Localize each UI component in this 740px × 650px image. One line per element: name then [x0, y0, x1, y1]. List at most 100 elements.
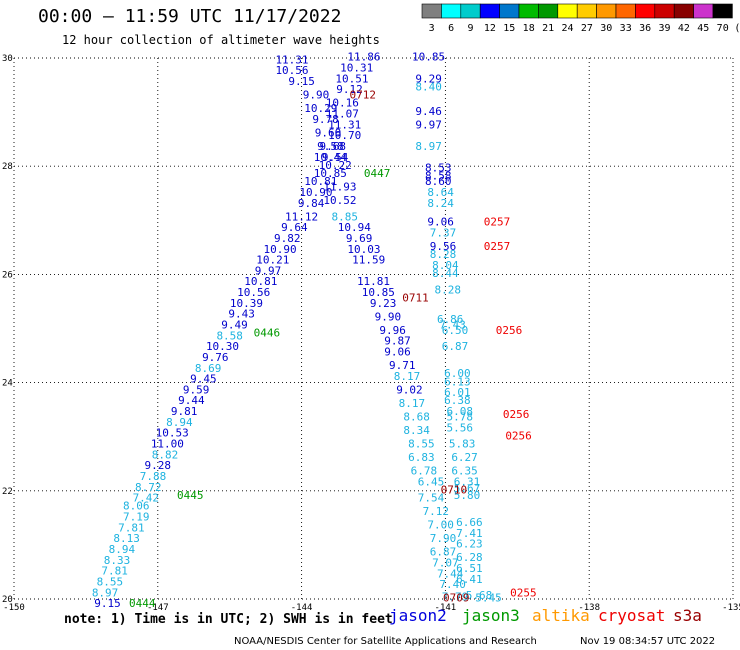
wave-height-label: 7.44 — [437, 567, 464, 580]
pass-time-label: 0712 — [350, 89, 377, 102]
wave-height-label: 8.97 — [92, 586, 119, 599]
x-tick-label: -135 — [722, 603, 740, 613]
legend-tick-label: 27 — [581, 23, 593, 34]
wave-height-label: 9.87 — [384, 335, 411, 348]
wave-height-label: 6.45 — [418, 475, 445, 488]
wave-height-label: 5.68 — [466, 589, 493, 602]
pass-time-label: 0257 — [484, 216, 511, 229]
wave-height-label: 6.00 — [444, 367, 471, 380]
wave-height-label: 9.45 — [190, 373, 217, 386]
wave-height-label: 6.13 — [444, 375, 471, 388]
wave-height-label: 9.84 — [298, 197, 325, 210]
wave-height-label: 5.83 — [449, 438, 476, 451]
legend-unit-label: (ft) — [734, 23, 740, 34]
wave-height-label: 10.70 — [328, 129, 361, 142]
wave-height-label: 7.54 — [418, 492, 445, 505]
wave-height-label: 7.88 — [140, 470, 167, 483]
satellite-name-jason2: jason2 — [389, 606, 447, 625]
wave-height-label: 10.81 — [244, 275, 277, 288]
legend-tick-label: 24 — [561, 23, 573, 34]
wave-height-label: 6.35 — [451, 465, 478, 478]
wave-height-label: 9.15 — [288, 75, 315, 88]
page-subtitle: 12 hour collection of altimeter wave hei… — [62, 33, 380, 47]
wave-height-label: 8.28 — [435, 283, 462, 296]
satellite-name-jason3: jason3 — [462, 606, 520, 625]
wave-height-label: 11.86 — [347, 51, 380, 64]
satellite-name-altika: altika — [532, 606, 590, 625]
legend-tick-label: 30 — [600, 23, 612, 34]
wave-height-label: 9.28 — [145, 459, 172, 472]
wave-height-label: 9.23 — [370, 297, 397, 310]
wave-height-label: 10.94 — [338, 221, 371, 234]
pass-time-label: 0257 — [484, 240, 511, 253]
wave-height-label: 6.31 — [454, 475, 481, 488]
wave-height-label: 6.83 — [408, 451, 435, 464]
wave-height-label: 10.29 — [304, 102, 337, 115]
wave-height-label: 9.44 — [178, 394, 205, 407]
wave-height-label: 8.55 — [408, 438, 435, 451]
wave-height-label: 9.60 — [315, 126, 342, 139]
pass-time-label: 0710 — [441, 484, 468, 497]
wave-height-label: 10.30 — [206, 340, 239, 353]
wave-height-label: 9.54 — [322, 151, 349, 164]
wave-height-label: 8.17 — [394, 370, 421, 383]
wave-height-label: 11.93 — [323, 181, 356, 194]
wave-height-label: 9.58 — [317, 140, 344, 153]
wave-height-label: 9.59 — [183, 383, 210, 396]
wave-height-label: 7.90 — [430, 532, 457, 545]
wave-height-label: 9.90 — [375, 310, 402, 323]
wave-height-label: 7.79 — [442, 591, 469, 604]
wave-height-label: 11.00 — [151, 438, 184, 451]
wave-height-label: 9.29 — [415, 72, 442, 85]
wave-height-label: 10.21 — [256, 254, 289, 267]
x-tick-label: -150 — [3, 603, 25, 613]
wave-height-label: 9.76 — [202, 351, 229, 364]
wave-height-label: 7.43 — [439, 319, 466, 332]
legend-tick-label: 15 — [503, 23, 515, 34]
wave-height-label: 10.56 — [275, 64, 308, 77]
wave-height-label: 10.90 — [263, 243, 296, 256]
wave-height-label: 9.97 — [415, 118, 442, 131]
wave-height-label: 10.53 — [156, 427, 189, 440]
wave-height-label: 5.67 — [454, 482, 481, 495]
pass-time-label: 0711 — [402, 291, 429, 304]
wave-height-label: 6.86 — [437, 313, 464, 326]
wave-height-label: 8.17 — [399, 397, 426, 410]
y-tick-label: 20 — [2, 595, 13, 605]
generated-timestamp: Nov 19 08:34:57 UTC 2022 — [580, 636, 716, 647]
legend-tick-label: 12 — [484, 23, 496, 34]
legend-tick-label: 33 — [620, 23, 632, 34]
wave-height-label: 6.51 — [456, 562, 483, 575]
wave-height-label: 11.31 — [275, 53, 308, 66]
wave-height-label: 8.58 — [425, 170, 452, 183]
wave-height-label: 10.31 — [340, 62, 373, 75]
wave-height-label: 10.85 — [314, 167, 347, 180]
wave-height-label: 10.22 — [319, 159, 352, 172]
wave-height-label: 8.44 — [432, 267, 459, 280]
legend-tick-label: 3 — [429, 23, 435, 34]
wave-height-label: 9.12 — [336, 83, 363, 96]
wave-height-label: 7.00 — [427, 519, 454, 532]
wave-height-label: 7.40 — [439, 578, 466, 591]
wave-height-label: 7.81 — [118, 521, 145, 534]
wave-height-label: 8.55 — [97, 575, 124, 588]
wave-height-label: 9.06 — [427, 216, 454, 229]
wave-height-label: 6.78 — [411, 465, 438, 478]
wave-height-label: 9.64 — [281, 221, 308, 234]
wave-height-label: 10.81 — [304, 175, 337, 188]
wave-height-label: 9.78 — [312, 113, 339, 126]
wave-height-label: 8.69 — [195, 362, 222, 375]
pass-time-label: 0445 — [177, 489, 204, 502]
wave-height-label: 6.23 — [456, 538, 483, 551]
wave-height-label: 6.28 — [456, 551, 483, 564]
wave-height-label: 10.56 — [237, 286, 270, 299]
wave-height-label: 9.46 — [415, 105, 442, 118]
wave-height-label: 10.44 — [314, 151, 347, 164]
wave-height-label: 9.49 — [221, 319, 248, 332]
wave-height-label: 9.69 — [346, 232, 373, 245]
legend-tick-label: 45 — [697, 23, 709, 34]
wave-height-label: 8.64 — [427, 186, 454, 199]
wave-height-label: 6.41 — [456, 573, 483, 586]
legend-tick-label: 70 — [717, 23, 729, 34]
